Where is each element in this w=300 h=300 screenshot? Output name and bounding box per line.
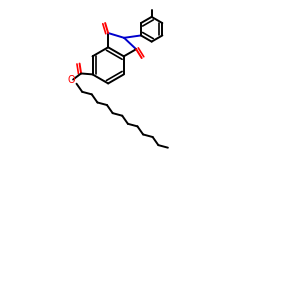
Text: O: O <box>68 76 75 85</box>
